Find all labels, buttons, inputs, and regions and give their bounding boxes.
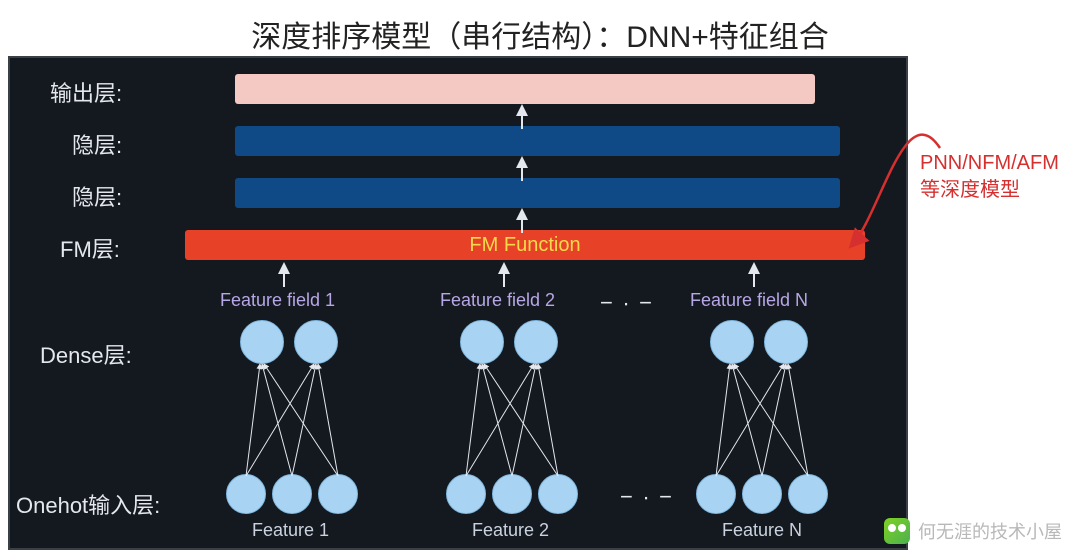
dense-node bbox=[514, 320, 558, 364]
field-label-1: Feature field 1 bbox=[220, 290, 335, 311]
label-hidden-1: 隐层: bbox=[72, 128, 122, 160]
onehot-node bbox=[788, 474, 828, 514]
ellipsis-icon: − ∙ − bbox=[620, 484, 674, 510]
dense-node bbox=[710, 320, 754, 364]
dense-node bbox=[240, 320, 284, 364]
watermark: 何无涯的技术小屋 bbox=[884, 518, 1062, 544]
dense-node bbox=[294, 320, 338, 364]
onehot-node bbox=[446, 474, 486, 514]
onehot-node bbox=[272, 474, 312, 514]
ellipsis-icon: − ∙ − bbox=[600, 290, 654, 316]
arrow-icon bbox=[278, 262, 290, 274]
network-diagram: 输出层: 隐层: 隐层: FM层: Dense层: Onehot输入层: FM … bbox=[8, 56, 908, 550]
arrow-icon bbox=[516, 104, 528, 116]
label-hidden-2: 隐层: bbox=[72, 180, 122, 212]
fm-bar: FM Function bbox=[185, 230, 865, 260]
watermark-text: 何无涯的技术小屋 bbox=[918, 518, 1062, 544]
annotation-text: PNN/NFM/AFM 等深度模型 bbox=[920, 150, 1059, 204]
feature-label-2: Feature 2 bbox=[472, 520, 549, 541]
label-output: 输出层: bbox=[50, 76, 122, 108]
feature-label-n: Feature N bbox=[722, 520, 802, 541]
label-fm: FM层: bbox=[60, 232, 120, 264]
label-dense: Dense层: bbox=[40, 338, 132, 370]
output-bar bbox=[235, 74, 815, 104]
dense-node bbox=[764, 320, 808, 364]
onehot-node bbox=[742, 474, 782, 514]
hidden-bar-1 bbox=[235, 126, 840, 156]
feature-label-1: Feature 1 bbox=[252, 520, 329, 541]
page-title: 深度排序模型（串行结构）：DNN+特征组合 bbox=[0, 0, 1080, 64]
field-label-n: Feature field N bbox=[690, 290, 808, 311]
arrow-icon bbox=[516, 156, 528, 168]
onehot-node bbox=[318, 474, 358, 514]
onehot-node bbox=[492, 474, 532, 514]
label-onehot: Onehot输入层: bbox=[16, 488, 160, 520]
arrow-icon bbox=[748, 262, 760, 274]
dense-node bbox=[460, 320, 504, 364]
arrow-icon bbox=[498, 262, 510, 274]
wechat-icon bbox=[884, 518, 910, 544]
hidden-bar-2 bbox=[235, 178, 840, 208]
arrow-icon bbox=[516, 208, 528, 220]
onehot-node bbox=[538, 474, 578, 514]
field-label-2: Feature field 2 bbox=[440, 290, 555, 311]
onehot-node bbox=[696, 474, 736, 514]
onehot-node bbox=[226, 474, 266, 514]
